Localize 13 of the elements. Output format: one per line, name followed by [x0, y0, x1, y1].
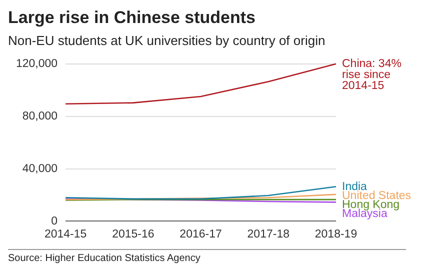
x-tick-label: 2018-19: [314, 228, 358, 240]
y-tick-label: 40,000: [22, 162, 58, 175]
x-tick-label: 2016-17: [180, 228, 222, 240]
chart-subtitle: Non-EU students at UK universities by country of origin: [8, 32, 326, 49]
y-tick-label: 0: [51, 215, 58, 228]
x-tick-label: 2015-16: [112, 228, 154, 240]
y-tick-label: 80,000: [22, 110, 58, 123]
annotation: China: 34% rise since 2014-15: [342, 58, 402, 92]
x-tick-label: 2017-18: [247, 228, 290, 240]
chart-title: Large rise in Chinese students: [8, 8, 257, 28]
x-tick-label: 2014-15: [44, 228, 87, 240]
source-note: Source: Higher Education Statistics Agency: [8, 253, 202, 264]
y-tick-label: 120,000: [16, 58, 58, 70]
